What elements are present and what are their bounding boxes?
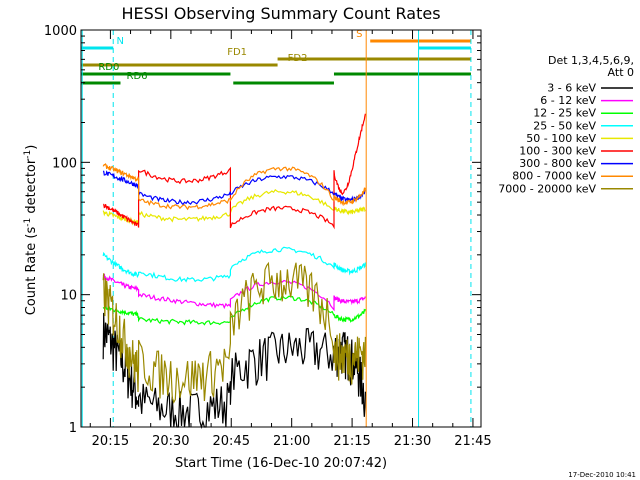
data-series xyxy=(102,113,366,430)
y-tick-label: 1000 xyxy=(44,24,77,39)
x-tick-label: 21:15 xyxy=(333,434,370,449)
flag-label: RD0 xyxy=(98,62,119,73)
flag-label: N xyxy=(116,36,123,47)
y-tick-label: 100 xyxy=(52,156,77,171)
legend-label: 25 - 50 keV xyxy=(533,119,596,132)
flag-label: RD6 xyxy=(127,71,148,82)
y-axis-label: Count Rate (s-1 detector-1) xyxy=(23,145,39,316)
legend-label: 7000 - 20000 keV xyxy=(498,182,596,195)
series-line xyxy=(102,246,366,283)
timestamp: 17-Dec-2010 10:41 xyxy=(568,471,636,479)
y-axis-label-mid: detector xyxy=(24,158,39,218)
flag-label: S xyxy=(356,29,362,40)
legend-header-1: Det 1,3,4,5,6,9, xyxy=(548,54,634,67)
y-axis-label-end: ) xyxy=(24,145,39,150)
series-line xyxy=(102,162,366,211)
legend-label: 3 - 6 keV xyxy=(547,82,596,95)
x-axis-ticks: 20:15 20:30 20:45 21:00 21:15 21:30 21:45 xyxy=(89,30,492,449)
plot-frame xyxy=(80,29,482,428)
series-line xyxy=(102,273,366,312)
flag-label: FD1 xyxy=(227,47,247,58)
y-tick-label: 1 xyxy=(69,421,77,436)
x-tick-label: 20:15 xyxy=(92,434,129,449)
legend-label: 50 - 100 keV xyxy=(526,132,596,145)
legend-label: 100 - 300 keV xyxy=(519,145,596,158)
legend-label: 12 - 25 keV xyxy=(533,107,596,120)
x-tick-label: 21:30 xyxy=(394,434,431,449)
x-axis-label: Start Time (16-Dec-10 20:07:42) xyxy=(175,456,387,471)
y-axis-ticks: 1 10 100 1000 xyxy=(44,24,481,436)
x-tick-label: 21:45 xyxy=(454,434,491,449)
legend-label: 300 - 800 keV xyxy=(519,157,596,170)
legend-label: 800 - 7000 keV xyxy=(512,170,596,183)
y-axis-label-sup1: -1 xyxy=(23,218,33,227)
x-tick-label: 20:45 xyxy=(213,434,250,449)
x-tick-label: 21:00 xyxy=(273,434,310,449)
y-axis-label-sup2: -1 xyxy=(23,150,33,159)
chart-title: HESSI Observing Summary Count Rates xyxy=(121,4,440,23)
y-tick-label: 10 xyxy=(60,289,77,304)
series-line xyxy=(102,170,366,206)
vertical-markers xyxy=(81,30,472,427)
flag-bars: N S FD1 FD2 RD0 RD6 xyxy=(81,29,471,85)
series-line xyxy=(102,261,366,404)
flag-label: FD2 xyxy=(288,53,308,64)
legend-header-2: Att 0 xyxy=(608,66,634,79)
x-tick-label: 20:30 xyxy=(152,434,189,449)
legend-label: 6 - 12 keV xyxy=(540,94,596,107)
y-axis-label-main: Count Rate (s xyxy=(24,227,39,316)
series-line xyxy=(103,113,366,230)
